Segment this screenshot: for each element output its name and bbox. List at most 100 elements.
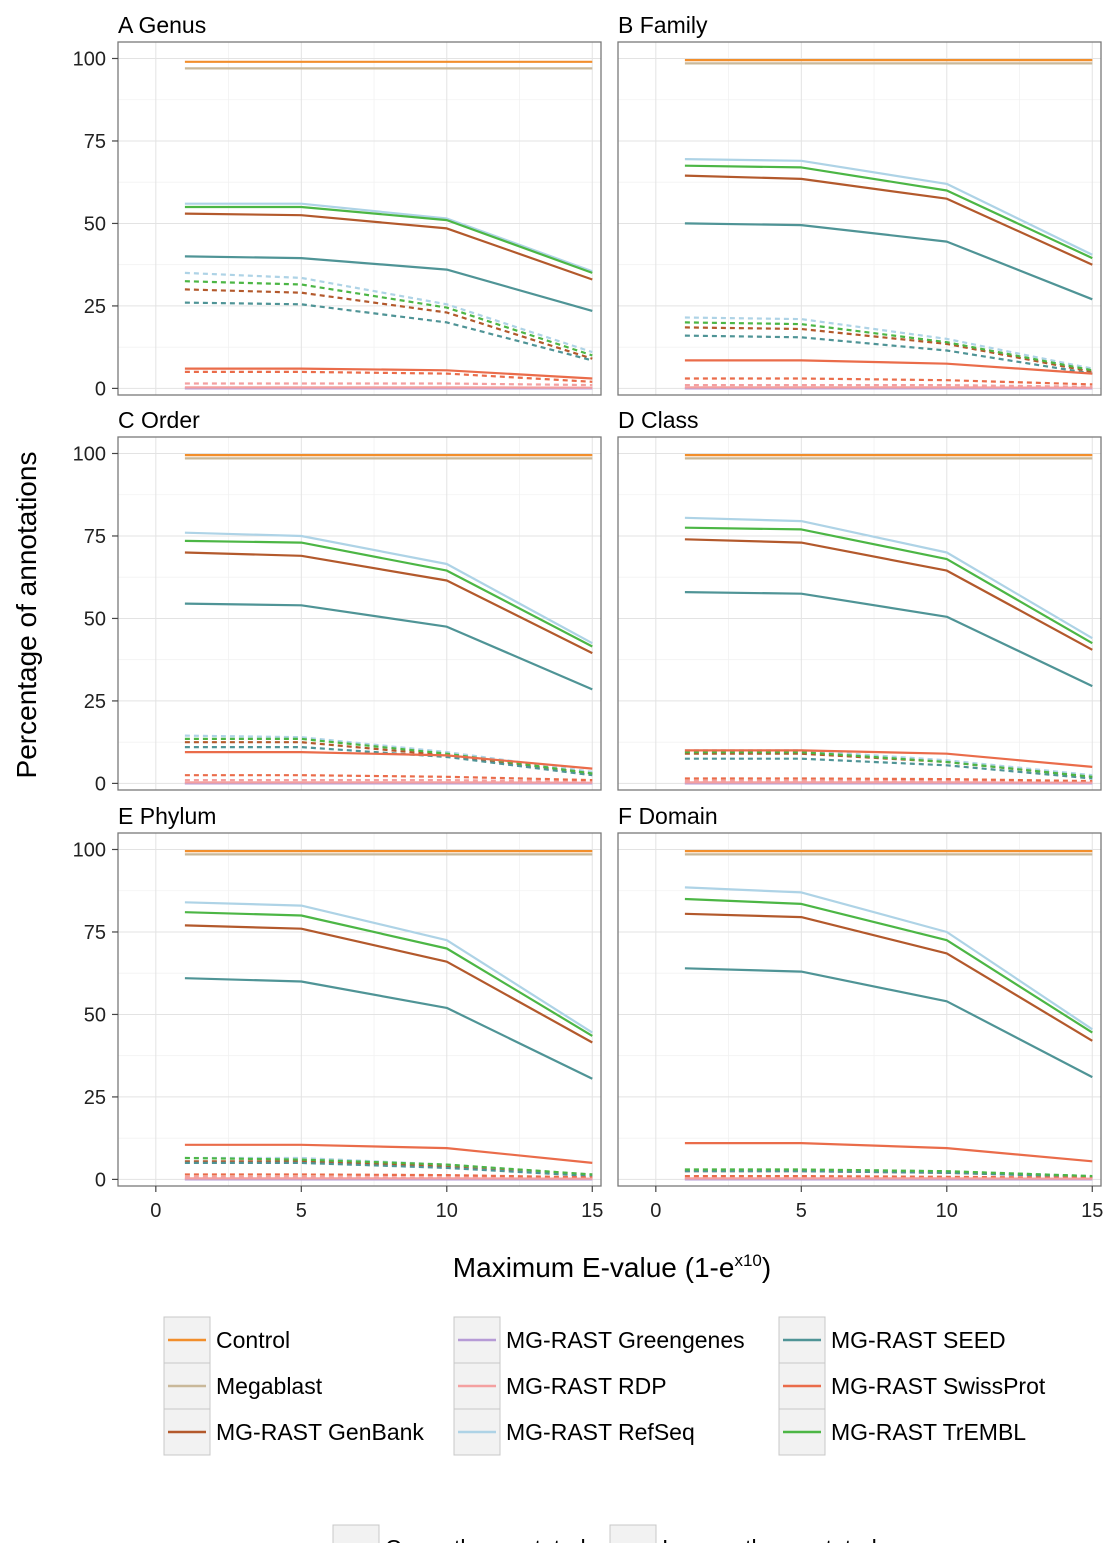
legend-label: Megablast xyxy=(216,1373,323,1399)
series-line-mg-rast-swissprot-incorrect xyxy=(684,1174,1093,1179)
y-tick-label: 0 xyxy=(95,773,106,795)
legend-label: Correctly annotated xyxy=(385,1535,586,1543)
x-axis-title-superscript: x10 xyxy=(734,1251,761,1270)
series-line-mg-rast-seed-incorrect xyxy=(184,301,593,362)
x-axis-title-main: Maximum E-value (1-e xyxy=(453,1252,735,1283)
panel-a-genus: A Genus 0 25 50 75 100 xyxy=(73,12,602,400)
series-line-mg-rast-seed-incorrect xyxy=(684,1170,1093,1178)
legend-label: Control xyxy=(216,1327,290,1353)
series-line-mg-rast-rdp-incorrect xyxy=(684,384,1093,388)
series-line-mg-rast-refseq-correct xyxy=(684,158,1093,256)
panel-border xyxy=(617,832,1102,1187)
y-tick-label: 75 xyxy=(84,131,106,153)
panel-border xyxy=(617,41,1102,396)
x-tick-label: 10 xyxy=(936,1200,958,1222)
panel-title: A Genus xyxy=(118,12,206,38)
series-line-mg-rast-genbank-correct xyxy=(684,174,1093,266)
series-line-mg-rast-trembl-incorrect xyxy=(184,737,593,775)
panel-c-order: C Order 0 25 50 75 100 xyxy=(73,407,602,795)
series-line-mg-rast-trembl-correct xyxy=(184,539,593,648)
series-line-mg-rast-genbank-correct xyxy=(184,551,593,655)
y-tick-label: 100 xyxy=(73,443,106,465)
x-tick-label: 0 xyxy=(150,1200,161,1222)
panel-d-class: D Class xyxy=(617,407,1102,791)
series-line-mg-rast-seed-correct xyxy=(684,591,1093,688)
panel-title: F Domain xyxy=(618,803,718,829)
y-tick-label: 75 xyxy=(84,922,106,944)
y-tick-label: 50 xyxy=(84,1004,106,1026)
legend-item-mg-rast-genbank: MG-RAST GenBank xyxy=(163,1408,424,1456)
series-line-mg-rast-rdp-incorrect xyxy=(184,778,593,783)
series-line-mg-rast-genbank-correct xyxy=(684,912,1093,1042)
series-line-mg-rast-swissprot-incorrect xyxy=(684,377,1093,386)
series-line-mg-rast-trembl-incorrect xyxy=(684,750,1093,778)
series-line-mg-rast-swissprot-incorrect xyxy=(184,370,593,383)
panel-title: E Phylum xyxy=(118,803,216,829)
series-line-mg-rast-seed-incorrect xyxy=(184,1161,593,1178)
legend-item-mg-rast-greengenes: MG-RAST Greengenes xyxy=(453,1316,745,1364)
series-line-mg-rast-refseq-correct xyxy=(184,901,593,1034)
panel-border xyxy=(117,41,602,396)
series-line-mg-rast-seed-incorrect xyxy=(684,334,1093,375)
series-line-mg-rast-seed-correct xyxy=(684,222,1093,301)
series-line-mg-rast-swissprot-incorrect xyxy=(184,774,593,782)
panel-title: C Order xyxy=(118,407,200,433)
panel-background xyxy=(618,437,1101,790)
series-line-mg-rast-genbank-incorrect xyxy=(184,288,593,360)
y-tick-label: 25 xyxy=(84,1087,106,1109)
panel-background xyxy=(118,42,601,395)
y-tick-label: 100 xyxy=(73,839,106,861)
legend-item-mg-rast-refseq: MG-RAST RefSeq xyxy=(453,1408,695,1456)
panel-border xyxy=(617,436,1102,791)
x-tick-label: 10 xyxy=(436,1200,458,1222)
series-line-mg-rast-refseq-correct xyxy=(684,516,1093,640)
legend-label: MG-RAST Greengenes xyxy=(506,1327,745,1353)
panel-b-family: B Family xyxy=(617,12,1102,396)
legend-item-control: Control xyxy=(163,1316,290,1364)
x-axis-title-close: ) xyxy=(762,1252,771,1283)
series-line-mg-rast-trembl-correct xyxy=(684,897,1093,1034)
series-line-mg-rast-swissprot-correct xyxy=(684,359,1093,375)
series-line-mg-rast-trembl-incorrect xyxy=(684,1168,1093,1178)
series-line-mg-rast-swissprot-incorrect xyxy=(184,1173,593,1179)
series-line-mg-rast-seed-correct xyxy=(184,255,593,312)
legend-item-mg-rast-swissprot: MG-RAST SwissProt xyxy=(778,1362,1046,1410)
series-line-mg-rast-seed-incorrect xyxy=(184,745,593,777)
series-line-mg-rast-swissprot-correct xyxy=(684,749,1093,768)
series-line-mg-rast-trembl-correct xyxy=(684,526,1093,645)
series-line-mg-rast-swissprot-correct xyxy=(184,1143,593,1164)
legend-label: MG-RAST SEED xyxy=(831,1327,1006,1353)
legend-item-incorrectly-annotated: Incorrectly annotated xyxy=(609,1524,877,1543)
legend-item-megablast: Megablast xyxy=(163,1362,323,1410)
y-tick-label: 0 xyxy=(95,378,106,400)
panel-border xyxy=(117,436,602,791)
y-tick-label: 100 xyxy=(73,48,106,70)
series-line-mg-rast-refseq-incorrect xyxy=(684,316,1093,370)
legend-label: MG-RAST TrEMBL xyxy=(831,1419,1026,1445)
x-tick-label: 15 xyxy=(581,1200,603,1222)
panel-background xyxy=(118,833,601,1186)
y-tick-label: 25 xyxy=(84,691,106,713)
y-tick-label: 50 xyxy=(84,608,106,630)
legend-label: MG-RAST RDP xyxy=(506,1373,667,1399)
series-line-mg-rast-trembl-correct xyxy=(184,911,593,1037)
series-line-mg-rast-genbank-correct xyxy=(184,212,593,281)
linetype-legend: Correctly annotated Incorrectly annotated xyxy=(332,1524,877,1543)
panel-background xyxy=(618,833,1101,1186)
series-line-mg-rast-seed-correct xyxy=(184,602,593,691)
series-line-mg-rast-genbank-correct xyxy=(684,538,1093,651)
legend-item-correctly-annotated: Correctly annotated xyxy=(332,1524,586,1543)
legend-key xyxy=(332,1524,380,1543)
y-tick-label: 50 xyxy=(84,213,106,235)
series-line-mg-rast-refseq-incorrect xyxy=(184,271,593,354)
legend-item-mg-rast-rdp: MG-RAST RDP xyxy=(453,1362,667,1410)
legend-label: MG-RAST RefSeq xyxy=(506,1419,695,1445)
y-tick-label: 0 xyxy=(95,1169,106,1191)
series-line-mg-rast-trembl-incorrect xyxy=(684,321,1093,372)
panel-title: D Class xyxy=(618,407,699,433)
series-line-mg-rast-swissprot-correct xyxy=(684,1141,1093,1163)
series-line-mg-rast-swissprot-correct xyxy=(184,367,593,380)
panel-e-phylum: E Phylum 0 25 50 75 100 0 5 10 15 xyxy=(73,803,604,1222)
